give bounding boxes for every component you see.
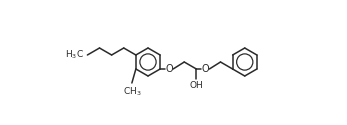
Text: OH: OH xyxy=(189,81,203,90)
Text: H$_3$C: H$_3$C xyxy=(66,49,84,61)
Text: O: O xyxy=(165,64,173,74)
Text: CH$_3$: CH$_3$ xyxy=(122,85,141,98)
Text: O: O xyxy=(202,64,209,74)
